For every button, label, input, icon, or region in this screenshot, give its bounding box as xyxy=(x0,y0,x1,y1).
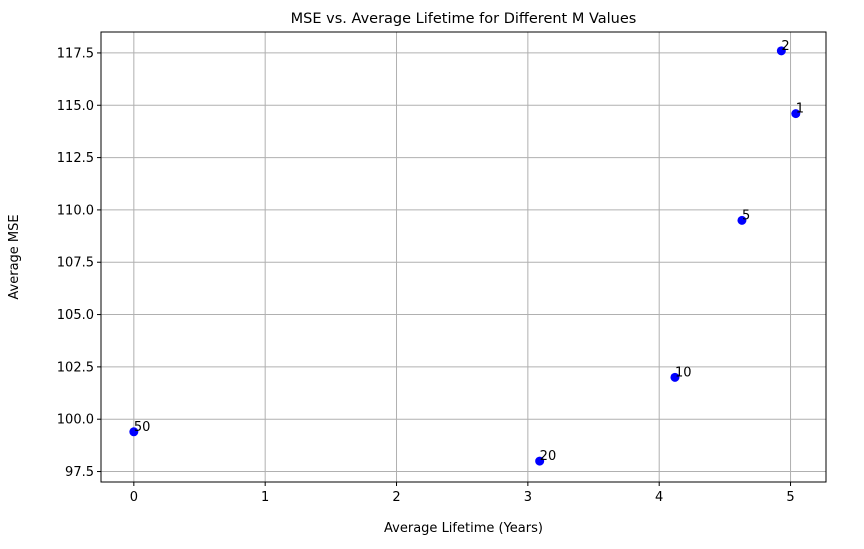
data-point xyxy=(129,427,139,437)
y-tick-label: 117.5 xyxy=(57,46,94,61)
x-axis-label: Average Lifetime (Years) xyxy=(384,521,543,536)
data-point-label: 20 xyxy=(540,449,557,464)
x-tick-label: 0 xyxy=(130,490,138,505)
data-point-label: 10 xyxy=(675,365,692,380)
x-tick-label: 3 xyxy=(524,490,532,505)
data-point xyxy=(535,456,545,466)
y-tick-label: 105.0 xyxy=(57,308,94,323)
y-tick-label: 107.5 xyxy=(57,256,94,271)
data-point xyxy=(791,109,801,119)
y-tick-label: 100.0 xyxy=(57,413,94,428)
data-point xyxy=(737,215,747,225)
data-point-label: 1 xyxy=(796,102,804,117)
y-tick-label: 112.5 xyxy=(57,151,94,166)
y-tick-label: 102.5 xyxy=(57,360,94,375)
y-axis-ticks: 97.5 100.0 102.5 105.0 107.5 110.0 112.5 115.0 1… xyxy=(57,46,101,480)
y-axis-label: Average MSE xyxy=(7,214,22,299)
point-labels: 1 2 5 10 20 50 xyxy=(134,39,804,464)
chart-title: MSE vs. Average Lifetime for Different M… xyxy=(291,11,637,27)
plot-frame xyxy=(100,31,827,483)
x-axis-ticks: 0 1 2 3 4 5 xyxy=(130,482,795,505)
data-point-label: 5 xyxy=(742,208,750,223)
data-point-label: 50 xyxy=(134,420,151,435)
data-points xyxy=(129,46,801,466)
x-tick-label: 5 xyxy=(786,490,794,505)
data-point xyxy=(670,372,680,382)
data-point-label: 2 xyxy=(781,39,789,54)
x-tick-label: 2 xyxy=(392,490,400,505)
y-tick-label: 97.5 xyxy=(65,465,94,480)
y-tick-label: 110.0 xyxy=(57,203,94,218)
x-tick-label: 1 xyxy=(261,490,269,505)
data-point xyxy=(776,46,786,56)
y-tick-label: 115.0 xyxy=(57,99,94,114)
grid-lines xyxy=(101,32,826,482)
x-tick-label: 4 xyxy=(655,490,663,505)
